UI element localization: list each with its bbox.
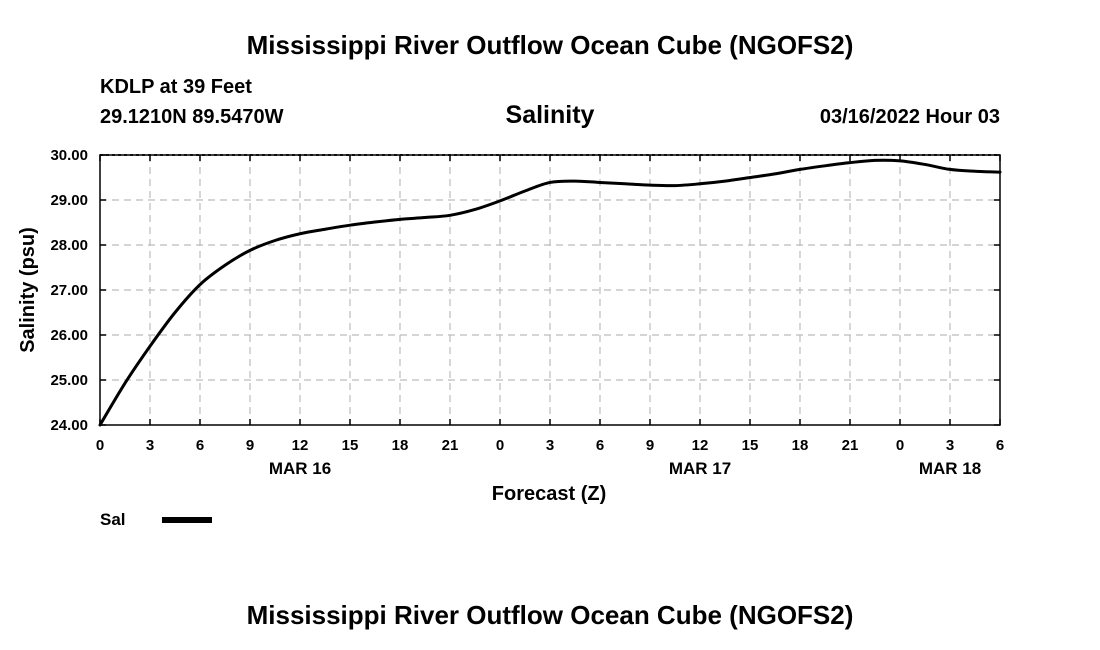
legend-label: Sal (100, 510, 126, 529)
x-tick-label: 0 (896, 437, 904, 454)
y-tick-label: 25.00 (50, 372, 88, 389)
x-tick-label: 6 (996, 437, 1004, 454)
x-tick-label: 0 (96, 437, 104, 454)
chart-subtitle: Salinity (505, 101, 595, 129)
series-line-sal (98, 158, 1002, 427)
x-tick-label: 18 (792, 437, 809, 454)
axis-tick-labels: 0 3 6 9 12 15 18 21 0 3 6 9 12 15 18 21 0 3 6 24.00 25.00 26.… (50, 147, 1004, 478)
y-tick-label: 24.00 (50, 417, 88, 434)
grid-lines (100, 155, 1000, 425)
chart-title-bottom: Mississippi River Outflow Ocean Cube (NG… (246, 600, 854, 630)
y-tick-label: 26.00 (50, 327, 88, 344)
y-axis-label: Salinity (psu) (17, 227, 39, 353)
x-tick-label: 12 (292, 437, 309, 454)
x-tick-label: 15 (742, 437, 759, 454)
location-coordinates: 29.1210N 89.5470W (100, 106, 284, 128)
run-time-label: 03/16/2022 Hour 03 (819, 106, 1000, 128)
x-tick-label: 6 (596, 437, 604, 454)
x-tick-label: 3 (946, 437, 954, 454)
x-tick-label: 3 (146, 437, 154, 454)
x-tick-label: 15 (342, 437, 359, 454)
chart-title-top: Mississippi River Outflow Ocean Cube (NG… (246, 30, 854, 60)
date-label: MAR 18 (919, 459, 981, 478)
station-label: KDLP at 39 Feet (100, 76, 252, 98)
y-tick-label: 29.00 (50, 192, 88, 209)
x-tick-label: 18 (392, 437, 409, 454)
x-tick-label: 21 (842, 437, 859, 454)
y-tick-label: 27.00 (50, 282, 88, 299)
x-tick-label: 9 (246, 437, 254, 454)
x-tick-label: 21 (442, 437, 459, 454)
x-tick-label: 3 (546, 437, 554, 454)
x-tick-label: 9 (646, 437, 654, 454)
x-axis-label: Forecast (Z) (492, 483, 606, 505)
axis-ticks (99, 154, 1001, 426)
x-tick-label: 0 (496, 437, 504, 454)
x-tick-label: 6 (196, 437, 204, 454)
x-tick-label: 12 (692, 437, 709, 454)
date-label: MAR 16 (269, 459, 331, 478)
date-label: MAR 17 (669, 459, 731, 478)
y-tick-label: 30.00 (50, 147, 88, 164)
y-tick-label: 28.00 (50, 237, 88, 254)
